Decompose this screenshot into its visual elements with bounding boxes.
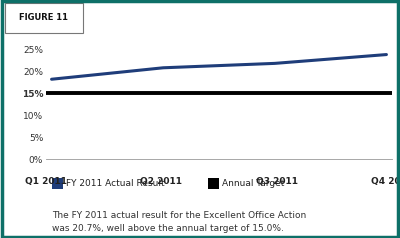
Text: The FY 2011 actual result for the Excellent Office Action: The FY 2011 actual result for the Excell… xyxy=(52,211,306,220)
Text: FIGURE 11: FIGURE 11 xyxy=(19,13,68,22)
Text: FY 2011 Actual Result: FY 2011 Actual Result xyxy=(66,179,165,188)
Text: Q2 2011: Q2 2011 xyxy=(140,177,182,186)
Text: Q1 2011: Q1 2011 xyxy=(25,177,67,186)
Text: Q4 2011: Q4 2011 xyxy=(371,177,400,186)
Text: Q3 2011: Q3 2011 xyxy=(256,177,298,186)
Text: EXCELLENT OFFICE ACTION: EXCELLENT OFFICE ACTION xyxy=(145,11,335,24)
Text: was 20.7%, well above the annual target of 15.0%.: was 20.7%, well above the annual target … xyxy=(52,224,284,233)
Text: Annual Target: Annual Target xyxy=(222,179,284,188)
FancyBboxPatch shape xyxy=(5,3,83,33)
